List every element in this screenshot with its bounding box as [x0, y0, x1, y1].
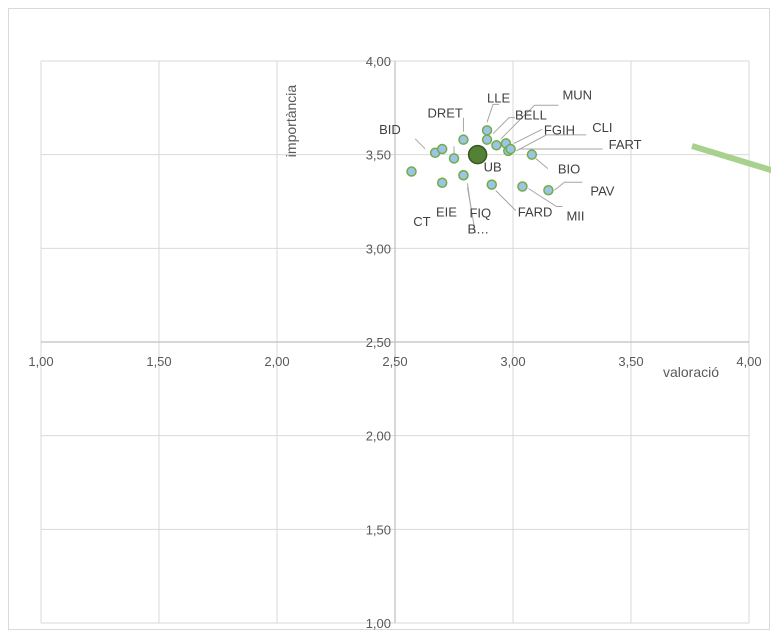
highlight-label: UB	[484, 160, 502, 175]
y-tick-label: 2,00	[366, 429, 391, 444]
y-tick-label: 3,50	[366, 148, 391, 163]
y-tick-label: 3,00	[366, 241, 391, 256]
x-tick-label: 1,00	[28, 354, 53, 369]
data-point	[543, 185, 554, 196]
point-labels: CT EIE B… BID DRET LLE BELL MUN FGIH CLI FART BIO PA…	[379, 87, 642, 236]
leader-line	[414, 138, 426, 150]
data-point	[526, 149, 538, 160]
x-tick-label: 1,50	[146, 354, 171, 369]
y-tick-label: 1,00	[366, 616, 391, 631]
data-points	[406, 125, 554, 196]
leader-line	[535, 158, 549, 170]
data-point	[491, 140, 502, 151]
leader-line	[554, 181, 583, 191]
data-point	[458, 170, 469, 181]
point-label: MII	[566, 209, 584, 224]
point-label: MUN	[562, 87, 592, 102]
leader-line	[513, 128, 543, 144]
data-point	[436, 143, 448, 155]
leader-line	[528, 188, 563, 208]
point-label: FART	[609, 137, 642, 152]
data-point	[517, 181, 528, 192]
data-point	[505, 143, 516, 155]
tick-labels: 1,00 1,50 2,00 2,50 3,00 3,50 4,00 1,00 1,50 2,00…	[28, 54, 761, 631]
leader-line	[492, 117, 516, 135]
x-tick-label: 2,50	[382, 354, 407, 369]
leader-lines	[414, 103, 603, 234]
data-point	[458, 134, 469, 145]
leader-line	[500, 104, 559, 140]
point-label: B…	[467, 221, 489, 236]
leader-line	[466, 183, 472, 212]
scatter-chart: 1,00 1,50 2,00 2,50 3,00 3,50 4,00 1,00 1,50 2,00…	[28, 54, 771, 631]
chart-frame: 1,00 1,50 2,00 2,50 3,00 3,50 4,00 1,00 1,50 2,00…	[8, 8, 771, 631]
y-tick-label: 1,50	[366, 522, 391, 537]
data-point	[481, 125, 493, 136]
x-tick-label: 2,00	[264, 354, 289, 369]
y-tick-label: 2,50	[366, 335, 391, 350]
x-axis-title: valoració	[663, 364, 719, 380]
x-tick-label: 3,50	[618, 354, 643, 369]
point-label: FARD	[518, 205, 553, 220]
leader-line	[495, 190, 517, 211]
point-label: CLI	[592, 120, 612, 135]
trend-arrow	[691, 143, 771, 174]
data-point	[486, 179, 498, 190]
point-label: FGIH	[544, 122, 575, 137]
leader-line	[516, 134, 587, 152]
data-point	[436, 177, 448, 189]
axes	[41, 61, 749, 623]
y-axis-title: importància	[283, 85, 299, 158]
highlight-point	[467, 144, 488, 165]
point-label: FIQ	[469, 205, 491, 220]
point-label: LLE	[487, 90, 510, 105]
point-label: DRET	[427, 106, 462, 121]
leader-line	[486, 103, 500, 123]
point-label: PAV	[590, 183, 614, 198]
point-label: EIE	[436, 204, 457, 219]
data-point	[481, 134, 493, 145]
point-label: CT	[413, 214, 430, 229]
point-label: BELL	[515, 108, 547, 123]
x-tick-label: 4,00	[736, 354, 761, 369]
x-tick-label: 3,00	[500, 354, 525, 369]
point-label: BIO	[558, 162, 580, 177]
y-tick-label: 4,00	[366, 54, 391, 69]
data-point	[448, 153, 460, 164]
data-point	[406, 166, 417, 177]
arrow-line	[691, 143, 771, 174]
point-label: BID	[379, 122, 401, 137]
